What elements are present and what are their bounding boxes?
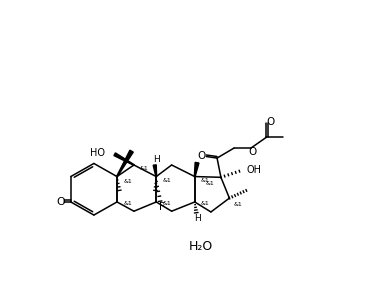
Text: H: H — [153, 155, 160, 164]
Text: &1: &1 — [140, 166, 149, 171]
Text: H₂O: H₂O — [189, 240, 213, 253]
Text: &1: &1 — [201, 178, 210, 183]
Text: O: O — [267, 117, 275, 127]
Text: H: H — [194, 214, 201, 223]
Text: &1: &1 — [124, 179, 132, 184]
Polygon shape — [153, 165, 157, 177]
Text: OH: OH — [246, 165, 261, 176]
Text: &1: &1 — [206, 181, 215, 186]
Text: &1: &1 — [162, 178, 171, 183]
Polygon shape — [194, 162, 199, 177]
Text: O: O — [249, 147, 257, 157]
Text: &1: &1 — [201, 201, 210, 206]
Text: &1: &1 — [234, 202, 243, 207]
Text: HO: HO — [90, 148, 105, 158]
Text: &1: &1 — [162, 201, 171, 206]
Text: &1: &1 — [124, 201, 132, 206]
Text: O: O — [198, 151, 206, 161]
Polygon shape — [117, 150, 133, 177]
Text: O: O — [56, 197, 65, 207]
Text: F: F — [159, 202, 165, 211]
Polygon shape — [114, 153, 134, 165]
